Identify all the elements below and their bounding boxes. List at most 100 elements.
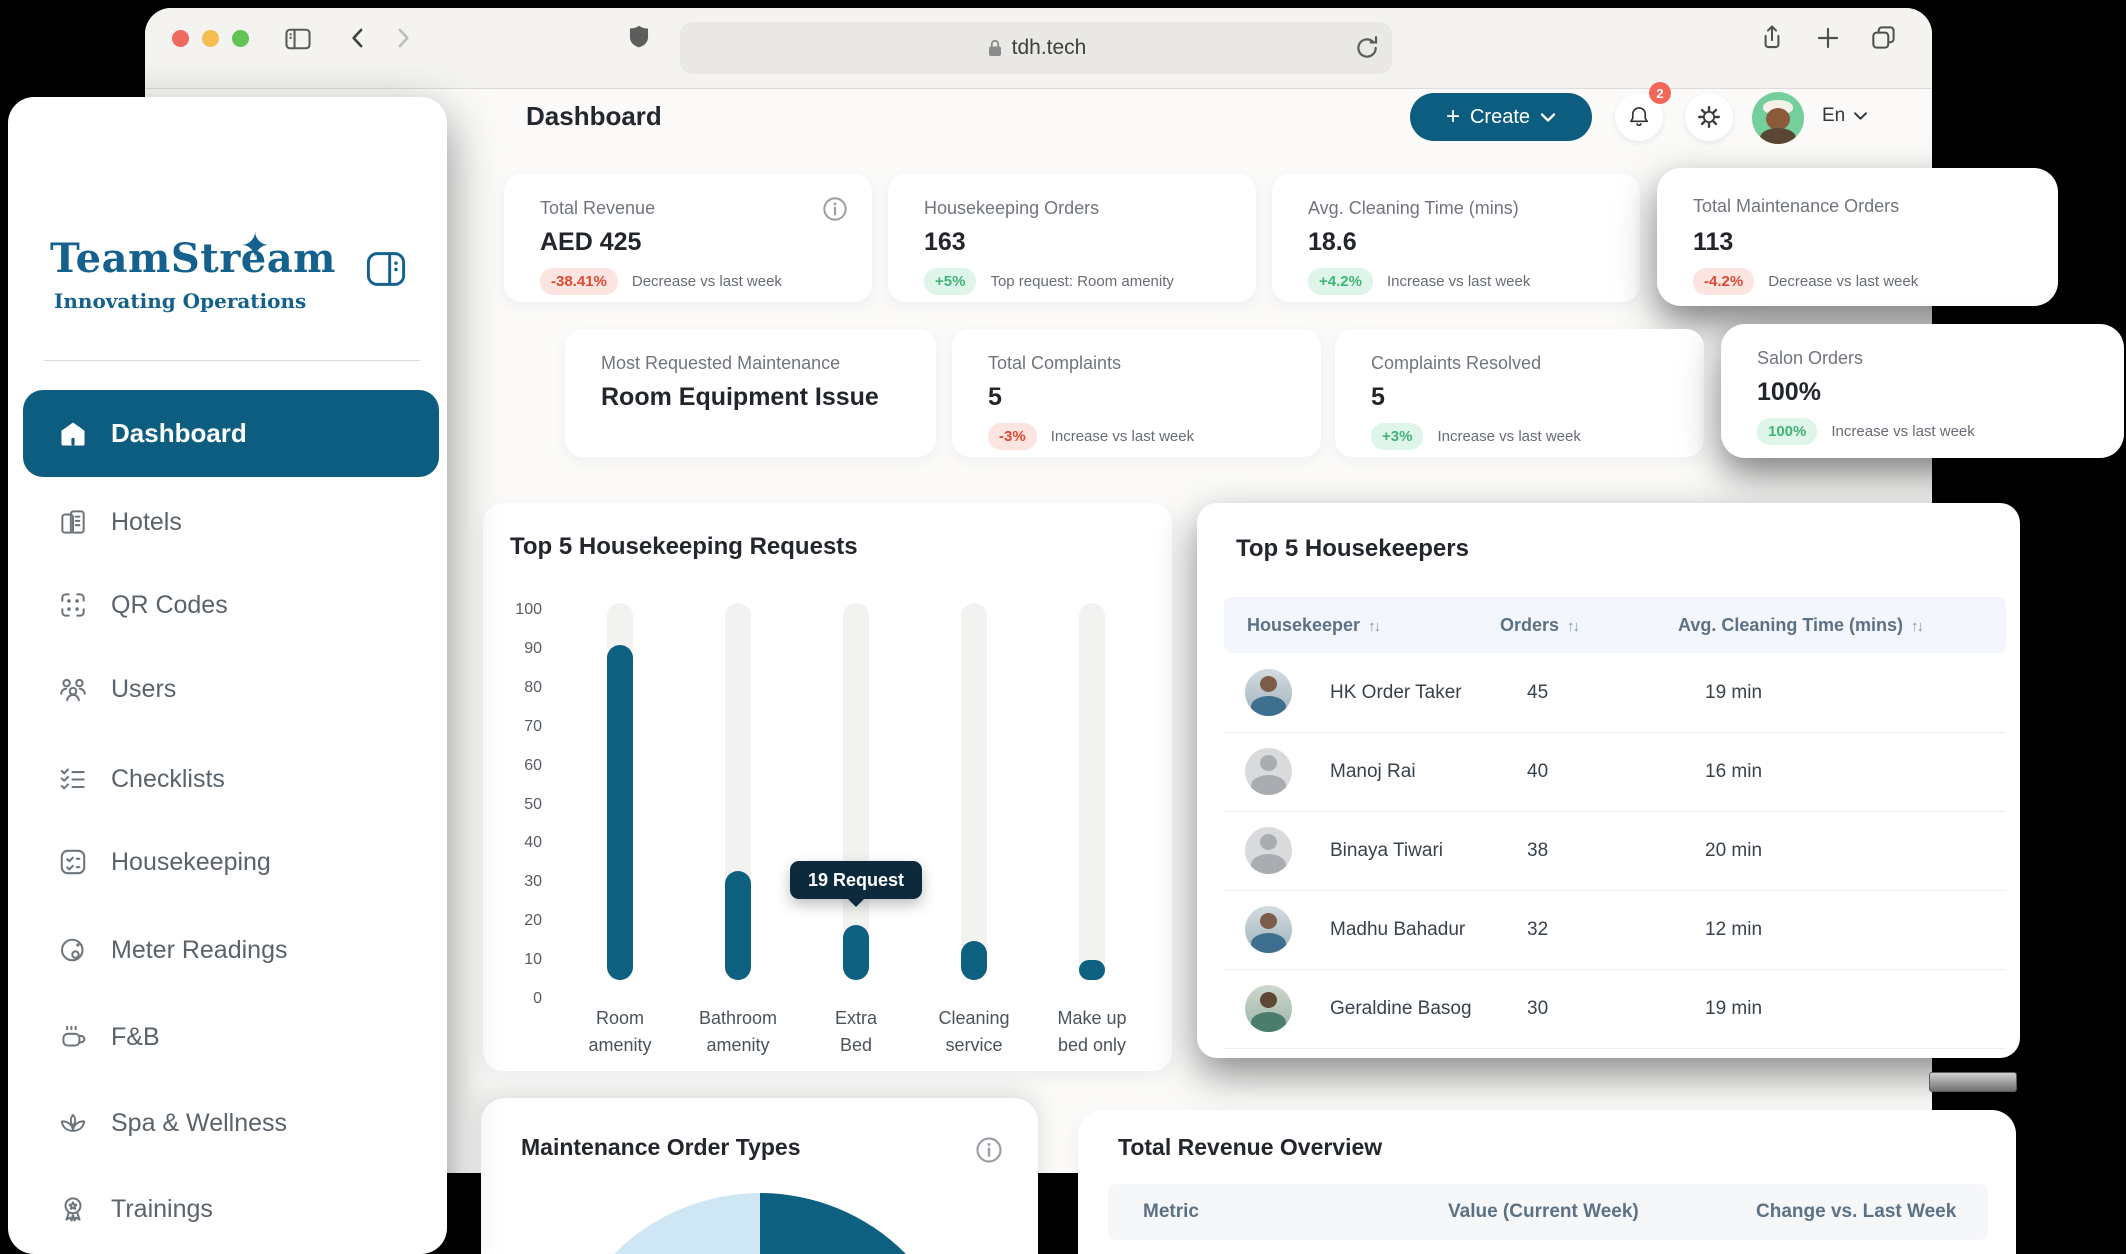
- orders-value: 32: [1527, 919, 1549, 940]
- sidebar-item-housekeeping[interactable]: Housekeeping: [23, 831, 439, 893]
- sidebar-item-qr-codes[interactable]: QR Codes: [23, 574, 439, 636]
- table-row[interactable]: Madhu Bahadur 32 12 min: [1224, 890, 2006, 970]
- new-tab-icon[interactable]: [1812, 22, 1844, 59]
- reload-icon[interactable]: [1352, 33, 1382, 68]
- kpi-card-avg-cleaning-time: Avg. Cleaning Time (mins) 18.6 +4.2% Incr…: [1272, 174, 1640, 302]
- zoom-window-button[interactable]: [232, 30, 249, 47]
- housekeeping-requests-card: Top 5 Housekeeping Requests 0 10 20 30 40 50 6…: [483, 503, 1172, 1071]
- sidebar-item-trainings[interactable]: Trainings: [23, 1178, 439, 1240]
- kpi-value: 163: [924, 228, 966, 256]
- sidebar-item-label: Meter Readings: [111, 935, 288, 964]
- sidebar-item-spa-wellness[interactable]: Spa & Wellness: [23, 1092, 439, 1154]
- column-header-metric: Metric: [1143, 1201, 1199, 1222]
- back-icon[interactable]: [345, 24, 373, 57]
- address-bar[interactable]: tdh.tech: [680, 22, 1392, 74]
- close-window-button[interactable]: [172, 30, 189, 47]
- qr-code-icon: [61, 593, 85, 617]
- top-housekeepers-card: Top 5 Housekeepers Housekeeper ↑↓ Orders ↑…: [1197, 503, 2020, 1058]
- orders-value: 45: [1527, 682, 1549, 703]
- users-icon: [60, 678, 86, 702]
- table-row[interactable]: HK Order Taker 45 19 min: [1224, 653, 2006, 733]
- housekeeper-name: Geraldine Basog: [1330, 998, 1472, 1019]
- home-icon: [61, 421, 85, 446]
- language-selector[interactable]: En: [1822, 105, 1868, 127]
- housekeeper-name: Madhu Bahadur: [1330, 919, 1466, 940]
- info-icon[interactable]: [975, 1136, 1003, 1169]
- meter-icon: [60, 938, 84, 962]
- sort-icon[interactable]: ↑↓: [1911, 618, 1924, 635]
- kpi-value: AED 425: [540, 228, 642, 256]
- sidebar-item-users[interactable]: Users: [23, 658, 439, 720]
- sort-icon[interactable]: ↑↓: [1368, 618, 1381, 635]
- sidebar-item-label: Users: [111, 674, 177, 703]
- bar[interactable]: [843, 925, 869, 980]
- kpi-label: Total Maintenance Orders: [1693, 196, 1900, 216]
- privacy-shield-icon[interactable]: [625, 23, 653, 56]
- settings-button[interactable]: [1685, 93, 1733, 141]
- kpi-label: Complaints Resolved: [1371, 353, 1542, 373]
- kpi-value: 18.6: [1308, 228, 1357, 256]
- lotus-icon: [60, 1114, 86, 1132]
- kpi-label: Avg. Cleaning Time (mins): [1308, 198, 1519, 218]
- forward-icon[interactable]: [388, 24, 416, 57]
- page-title: Dashboard: [526, 101, 662, 131]
- bar[interactable]: [961, 940, 987, 980]
- y-axis-tick: 90: [524, 639, 542, 657]
- bar-chart: 0 10 20 30 40 50 60 70 80 90 100 Room amenity Bathroo…: [483, 503, 1172, 1071]
- column-header-orders[interactable]: Orders ↑↓: [1500, 615, 1580, 635]
- kpi-value: 113: [1693, 228, 1734, 256]
- kpi-label: Salon Orders: [1757, 348, 1864, 368]
- share-icon[interactable]: [1756, 22, 1788, 59]
- y-axis-tick: 40: [524, 834, 542, 852]
- table-row[interactable]: Manoj Rai 40 16 min: [1224, 732, 2006, 812]
- table-row[interactable]: Geraldine Basog 30 19 min: [1224, 969, 2006, 1049]
- browser-sidebar-toggle-icon[interactable]: [283, 24, 313, 59]
- housekeeper-name: Binaya Tiwari: [1330, 840, 1443, 861]
- user-avatar[interactable]: [1752, 92, 1804, 144]
- kpi-value: 100%: [1757, 378, 1821, 406]
- sidebar-item-label: Housekeeping: [111, 847, 271, 876]
- sparkle-icon: ✦: [240, 225, 271, 266]
- bar[interactable]: [725, 870, 751, 980]
- kpi-card-most-requested-maintenance: Most Requested Maintenance Room Equipmen…: [565, 329, 936, 457]
- url-text: tdh.tech: [1011, 36, 1087, 59]
- sidebar-item-checklists[interactable]: Checklists: [23, 748, 439, 810]
- cleaning-time-value: 19 min: [1705, 998, 1763, 1019]
- sidebar-item-label: Dashboard: [111, 418, 247, 448]
- table-row[interactable]: Binaya Tiwari 38 20 min: [1224, 811, 2006, 891]
- sidebar: TeamStream ✦ Innovating Operations Dashb…: [8, 97, 447, 1254]
- bar[interactable]: [607, 645, 633, 980]
- y-axis-tick: 20: [524, 912, 542, 930]
- column-header-avg-cleaning-time[interactable]: Avg. Cleaning Time (mins) ↑↓: [1678, 615, 1924, 635]
- tab-overview-icon[interactable]: [1868, 22, 1900, 59]
- x-axis-label: Extra Bed: [834, 1008, 877, 1055]
- sidebar-collapse-icon[interactable]: [364, 249, 408, 294]
- sidebar-item-dashboard[interactable]: Dashboard: [23, 390, 439, 477]
- kpi-label: Most Requested Maintenance: [601, 353, 841, 373]
- table-title: Top 5 Housekeepers: [1236, 535, 1469, 562]
- y-axis-tick: 0: [533, 990, 542, 1007]
- kpi-card-total-maintenance-orders: Total Maintenance Orders 113 -4.2% Decrea…: [1657, 168, 2058, 306]
- sidebar-item-hotels[interactable]: Hotels: [23, 491, 439, 553]
- bar-track: [1079, 603, 1105, 980]
- cleaning-time-value: 16 min: [1705, 761, 1763, 782]
- housekeeping-icon: [60, 849, 86, 875]
- column-header-change-vs-last-week: Change vs. Last Week: [1756, 1201, 1957, 1222]
- kpi-card-housekeeping-orders: Housekeeping Orders 163 +5% Top request: …: [888, 174, 1256, 302]
- bar[interactable]: [1079, 960, 1105, 980]
- sort-icon[interactable]: ↑↓: [1567, 618, 1580, 635]
- y-axis-tick: 10: [524, 951, 542, 969]
- cleaning-time-value: 20 min: [1705, 840, 1763, 861]
- hotels-icon: [61, 510, 85, 534]
- kpi-value: 5: [1371, 383, 1385, 411]
- column-header-housekeeper[interactable]: Housekeeper ↑↓: [1247, 615, 1381, 635]
- y-axis-tick: 60: [524, 756, 542, 774]
- sidebar-item-meter-readings[interactable]: Meter Readings: [23, 919, 439, 981]
- minimize-window-button[interactable]: [202, 30, 219, 47]
- sidebar-item-fnb[interactable]: F&B: [23, 1006, 439, 1068]
- sidebar-item-label: QR Codes: [111, 590, 228, 619]
- sidebar-item-label: Trainings: [111, 1194, 213, 1223]
- info-icon[interactable]: [822, 196, 848, 227]
- create-button[interactable]: + Create: [1410, 93, 1592, 141]
- orders-value: 38: [1527, 840, 1549, 861]
